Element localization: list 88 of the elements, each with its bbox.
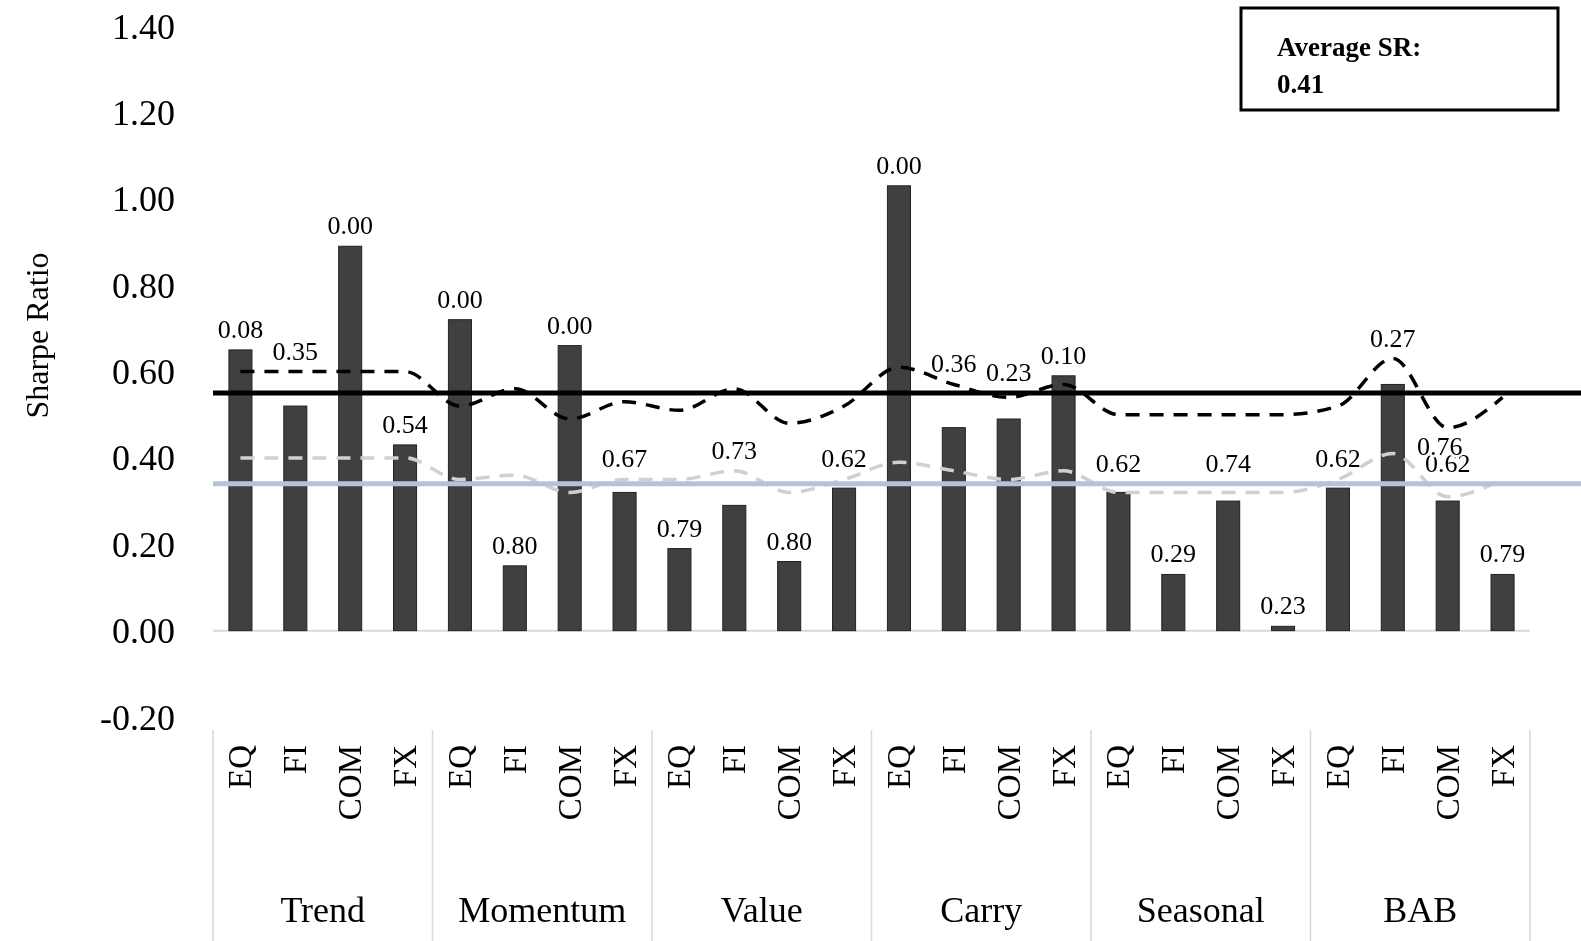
annotation: 0.74 — [1205, 448, 1251, 478]
annotation: 0.29 — [1150, 539, 1197, 569]
y-tick-label: 0.00 — [112, 611, 175, 652]
annotation: 0.23 — [1260, 591, 1306, 621]
y-tick-label: 1.20 — [112, 92, 175, 133]
x-tick-label: COM — [1210, 745, 1247, 821]
x-tick-label: FI — [496, 745, 533, 775]
text: Trend — [280, 890, 366, 930]
annotation: 0.73 — [711, 435, 758, 465]
bar — [283, 405, 308, 632]
y-tick-label: 1.00 — [112, 179, 175, 220]
annotation: 0.08 — [217, 314, 264, 344]
x-tick-label: COM — [771, 745, 808, 821]
x-tick-label: FI — [277, 745, 314, 775]
x-tick-label: COM — [990, 745, 1027, 821]
y-tick-label: 0.80 — [112, 265, 175, 306]
text: Carry — [940, 890, 1023, 930]
x-tick-label: FX — [1484, 744, 1521, 788]
x-tick-label: FI — [716, 745, 753, 775]
bar — [228, 349, 253, 632]
x-tick-label: FI — [1374, 745, 1411, 775]
bar — [502, 565, 527, 632]
annotation: 0.62 — [821, 444, 867, 474]
annotation: 0.80 — [492, 530, 538, 560]
bar — [1380, 383, 1405, 632]
annotation: 0.00 — [437, 284, 483, 314]
text: Value — [720, 890, 803, 930]
x-tick-label: FX — [606, 744, 643, 788]
bar — [1106, 491, 1131, 632]
y-tick-label: 1.40 — [112, 6, 175, 47]
annotation: 0.35 — [272, 336, 319, 366]
annotation: 0.00 — [327, 211, 373, 241]
annotation: Average SR: 0.41 — [1277, 32, 1422, 99]
y-tick-label: 0.40 — [112, 438, 175, 479]
annotation: 0.79 — [656, 513, 703, 543]
annotation: 0.00 — [546, 310, 593, 340]
bar — [1271, 625, 1296, 632]
x-tick-label: COM — [551, 745, 588, 821]
annotation: 0.23 — [985, 358, 1032, 388]
x-tick-label: FX — [826, 744, 863, 788]
bar — [1435, 500, 1460, 632]
bar — [612, 491, 637, 632]
annotation: 0.62 — [1315, 444, 1361, 474]
x-tick-label: FI — [935, 745, 972, 775]
x-tick-label: EQ — [1319, 744, 1356, 789]
bar — [1325, 487, 1350, 632]
x-tick-label: EQ — [880, 744, 917, 789]
bar — [832, 487, 857, 632]
bar — [1216, 500, 1241, 632]
text: Seasonal — [1136, 890, 1265, 930]
annotation: 0.10 — [1040, 340, 1087, 370]
bar — [1490, 573, 1515, 632]
annotation: 0.00 — [876, 150, 922, 180]
x-tick-label: FI — [1155, 745, 1192, 775]
bar — [447, 319, 472, 632]
x-tick-label: FX — [1045, 744, 1082, 788]
bar — [1051, 375, 1076, 632]
y-tick-label: 0.60 — [112, 352, 175, 393]
y-tick-label: 0.20 — [112, 524, 175, 565]
annotation: 0.62 — [1095, 448, 1142, 478]
bar — [941, 427, 966, 632]
annotation: 0.27 — [1370, 323, 1416, 353]
x-tick-label: EQ — [222, 744, 259, 789]
x-tick-label: COM — [1429, 745, 1466, 821]
x-tick-label: EQ — [441, 744, 478, 789]
x-tick-label: COM — [332, 745, 369, 821]
annotation: 0.54 — [382, 409, 428, 439]
x-tick-label: FX — [1265, 744, 1302, 788]
bar — [777, 561, 802, 632]
annotation: 0.67 — [601, 444, 648, 474]
y-axis-title: Sharpe Ratio — [19, 252, 55, 419]
text: Momentum — [458, 890, 627, 930]
annotation: 0.80 — [766, 526, 812, 556]
bar — [393, 444, 418, 632]
annotation: 0.79 — [1479, 539, 1526, 569]
bar — [557, 345, 582, 632]
bar — [1161, 573, 1186, 632]
bar — [886, 185, 911, 632]
bar — [667, 548, 692, 632]
y-tick-label: -0.20 — [100, 697, 175, 738]
text: BAB — [1383, 890, 1458, 930]
x-tick-label: EQ — [661, 744, 698, 789]
bar — [996, 418, 1021, 632]
bar — [722, 504, 747, 632]
x-tick-label: EQ — [1100, 744, 1137, 789]
bar — [338, 245, 363, 632]
annotation: 0.36 — [931, 349, 977, 379]
x-tick-label: FX — [387, 744, 424, 788]
